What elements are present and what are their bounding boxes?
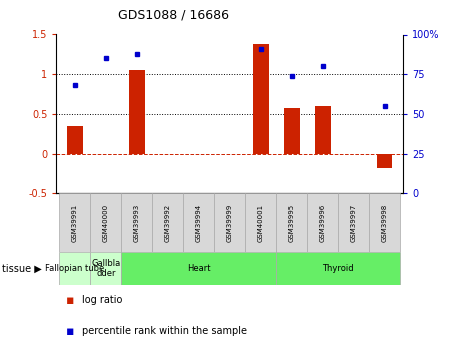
Bar [152,193,183,252]
Text: log ratio: log ratio [82,295,122,305]
Bar [91,193,121,252]
Text: GSM39997: GSM39997 [351,204,357,241]
Text: GSM39993: GSM39993 [134,204,140,241]
Bar [377,154,393,168]
Bar [129,70,144,154]
Text: GSM39995: GSM39995 [289,204,295,241]
Bar [276,193,307,252]
Text: GSM39992: GSM39992 [165,204,171,241]
Text: GSM39994: GSM39994 [196,204,202,241]
Bar [121,193,152,252]
Bar [183,193,214,252]
Text: GSM40000: GSM40000 [103,204,109,241]
Text: GSM40001: GSM40001 [258,204,264,241]
Text: GSM39996: GSM39996 [320,204,326,241]
Bar [276,252,400,285]
Text: ▪: ▪ [66,325,74,338]
Text: percentile rank within the sample: percentile rank within the sample [82,326,247,336]
Bar [253,44,269,154]
Text: Fallopian tube: Fallopian tube [45,264,105,273]
Bar [307,193,338,252]
Bar [60,252,91,285]
Text: GDS1088 / 16686: GDS1088 / 16686 [118,9,229,22]
Text: Thyroid: Thyroid [323,264,354,273]
Bar [91,252,121,285]
Bar [284,108,300,154]
Bar [214,193,245,252]
Bar [369,193,400,252]
Text: GSM39991: GSM39991 [72,204,78,241]
Text: Gallbla
dder: Gallbla dder [91,258,121,278]
Text: GSM39999: GSM39999 [227,204,233,241]
Text: ▪: ▪ [66,294,74,307]
Text: Heart: Heart [187,264,211,273]
Text: GSM39998: GSM39998 [382,204,388,241]
Bar [121,252,276,285]
Bar [315,106,331,154]
Bar [338,193,369,252]
Text: tissue ▶: tissue ▶ [2,264,42,273]
Bar [245,193,276,252]
Bar [67,126,83,154]
Bar [60,193,91,252]
